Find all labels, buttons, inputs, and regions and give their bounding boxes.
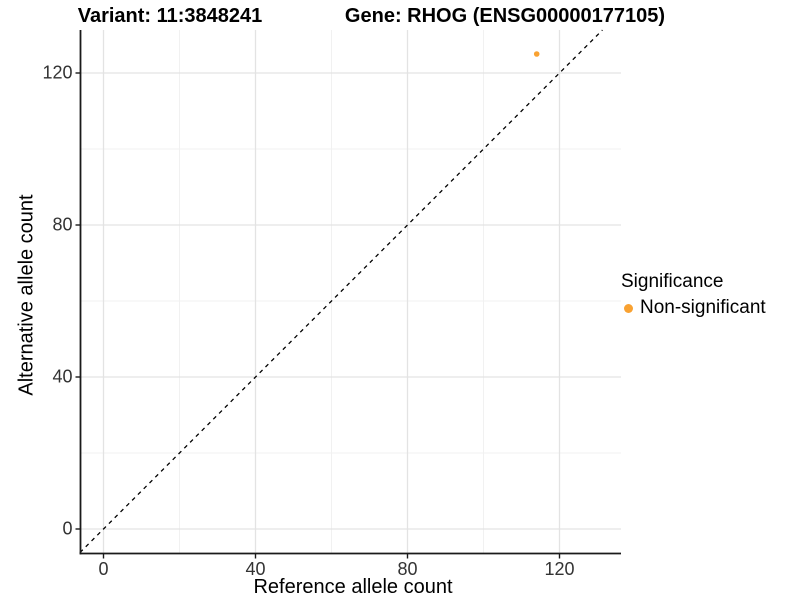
legend: Significance Non-significant [621, 271, 766, 319]
orange-point-icon [624, 303, 633, 313]
y-axis-title: Alternative allele count [15, 194, 38, 396]
x-tick-label: 0 [98, 559, 109, 579]
y-tick-label: 0 [62, 518, 73, 539]
plot-title-variant: Variant: 11:3848241 [77, 5, 263, 27]
data-point [533, 51, 540, 57]
y-tick-label: 40 [52, 366, 73, 387]
y-tick-label: 120 [42, 62, 73, 83]
identity-dashed-line [79, 29, 603, 554]
y-tick-label: 80 [52, 214, 73, 235]
x-tick-label: 40 [245, 559, 266, 579]
legend-title: Significance [621, 271, 724, 292]
legend-item-label: Non-significant [640, 297, 766, 318]
legend-item-non-significant: Non-significant [621, 297, 766, 319]
x-tick-label: 120 [544, 559, 575, 579]
plot-title-gene: Gene: RHOG (ENSG00000177105) [344, 5, 666, 27]
x-tick-label: 80 [397, 559, 418, 579]
x-axis-title: Reference allele count [253, 576, 453, 598]
